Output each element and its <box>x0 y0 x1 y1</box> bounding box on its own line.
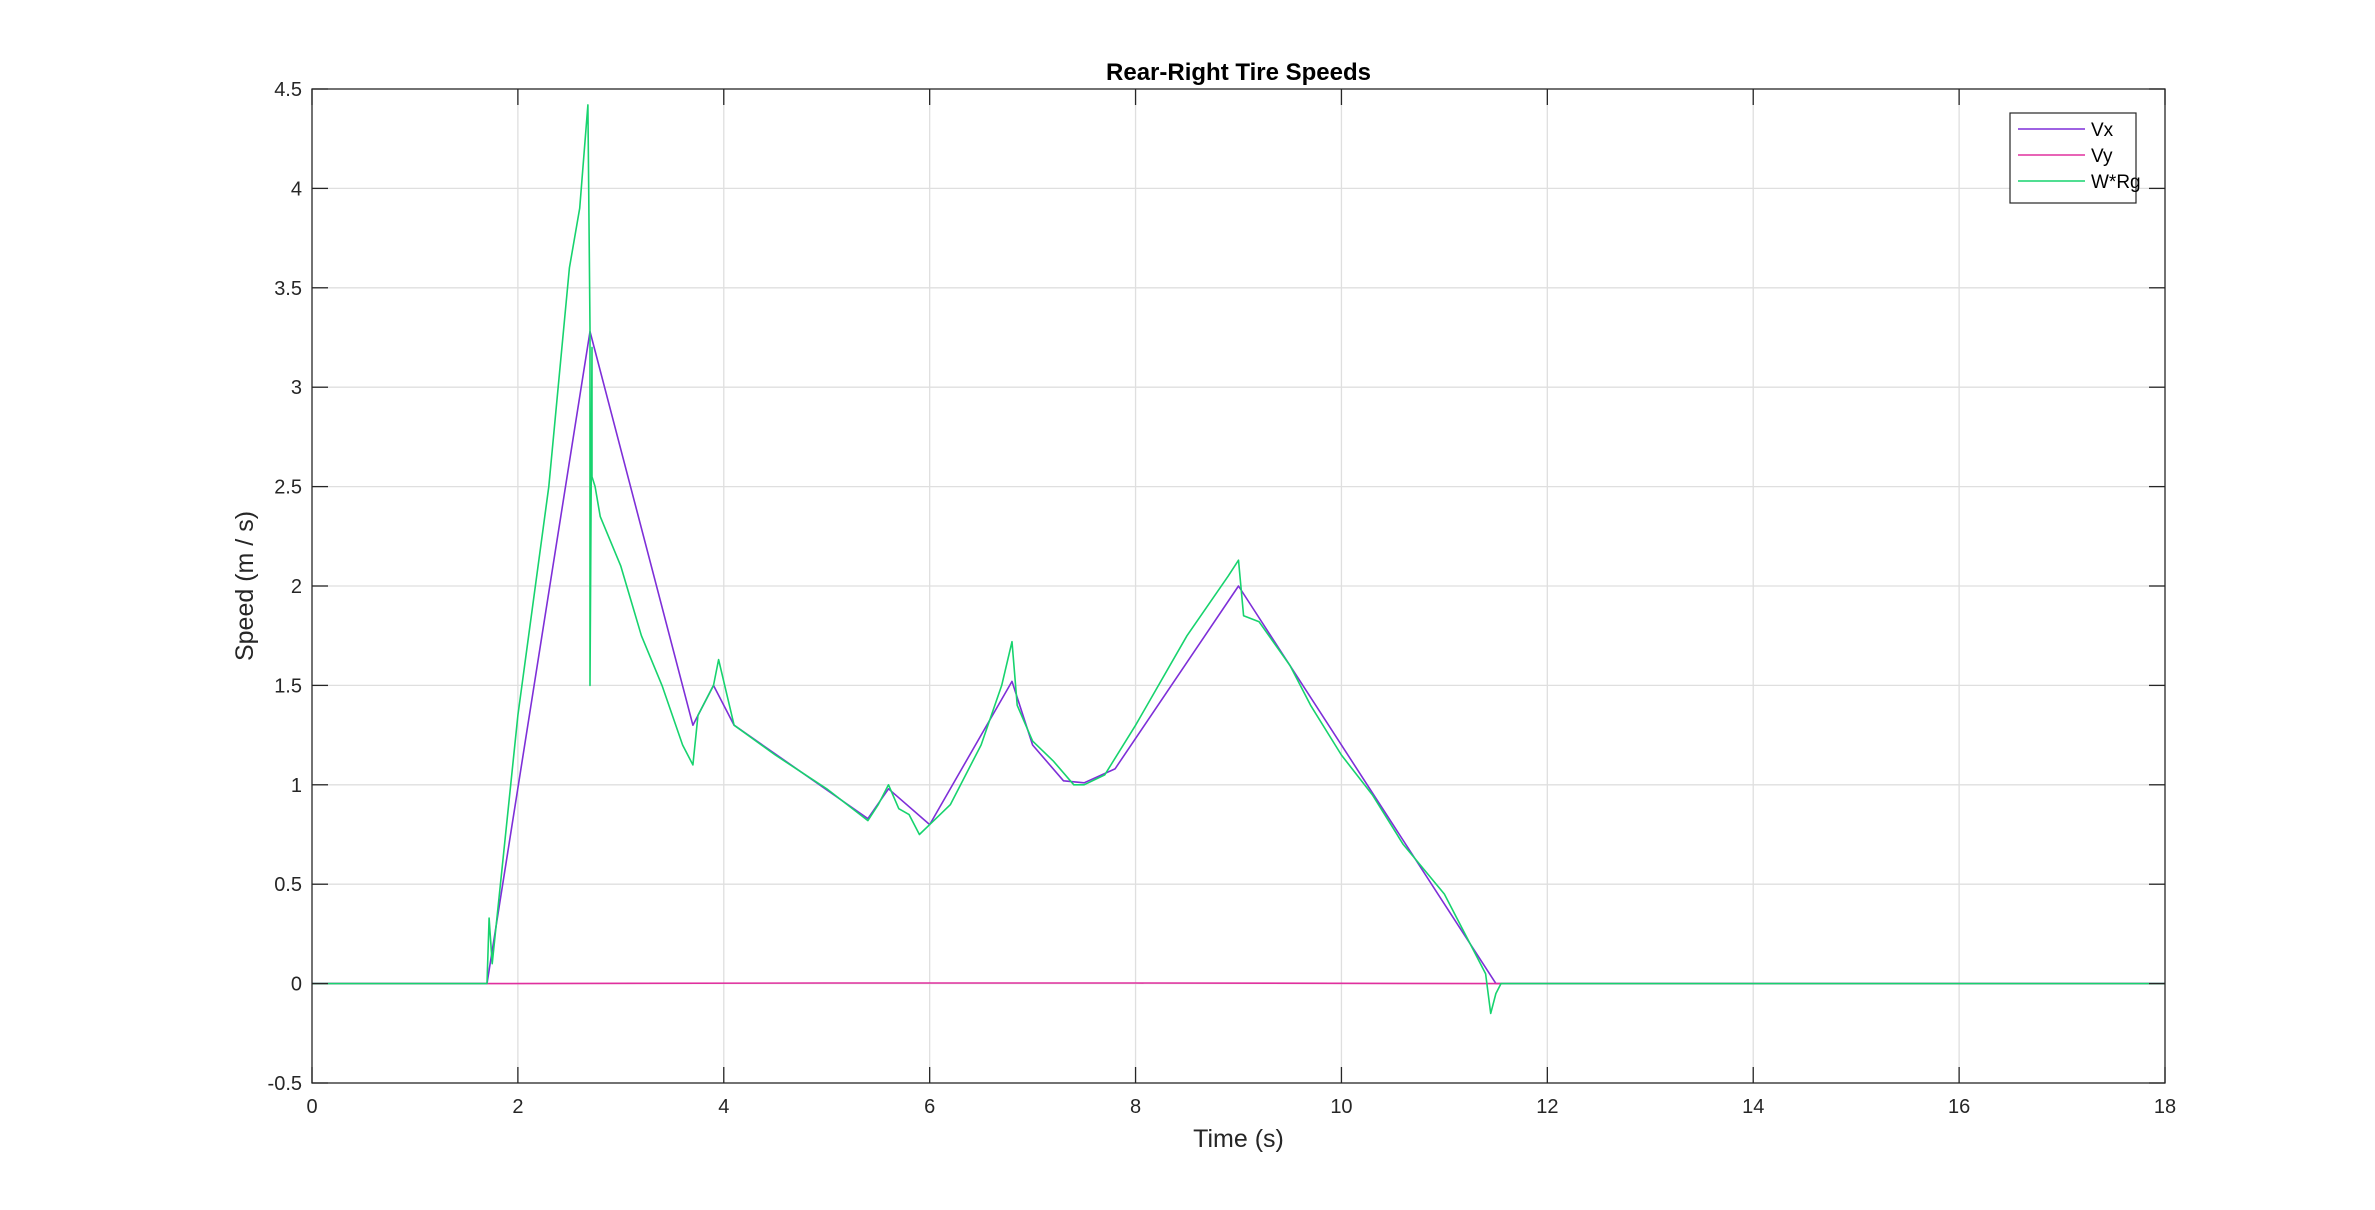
x-axis-label: Time (s) <box>1193 1125 1284 1153</box>
x-tick-label: 8 <box>1130 1096 1141 1118</box>
y-tick-label: 3.5 <box>274 278 302 300</box>
x-tick-label: 14 <box>1742 1096 1764 1118</box>
x-tick-label: 0 <box>306 1096 317 1118</box>
y-tick-label: 4.5 <box>274 79 302 101</box>
y-tick-label: 4 <box>291 178 302 200</box>
series-layer <box>312 104 2165 1015</box>
x-tick-label: 10 <box>1330 1096 1352 1118</box>
y-tick-label: 0.5 <box>274 874 302 896</box>
y-tick-label: 3 <box>291 377 302 399</box>
ticks: 0 2 4 6 8 10 12 14 16 18-0.500.511.522.533.544.5 <box>268 79 2177 1118</box>
y-tick-label: 2 <box>291 576 302 598</box>
legend: Vx Vy W*Rg <box>2009 112 2141 204</box>
x-tick-label: 18 <box>2154 1096 2176 1118</box>
chart-title: Rear-Right Tire Speeds <box>1106 59 1371 86</box>
legend-box <box>2009 112 2137 204</box>
legend-label: Vy <box>2091 146 2113 167</box>
x-tick-label: 16 <box>1948 1096 1970 1118</box>
legend-label: Vx <box>2091 120 2114 141</box>
y-tick-label: 1.5 <box>274 675 302 697</box>
x-tick-label: 2 <box>512 1096 523 1118</box>
y-tick-label: -0.5 <box>268 1073 302 1095</box>
y-tick-label: 0 <box>291 974 302 996</box>
legend-label: W*Rg <box>2091 172 2141 193</box>
x-tick-label: 12 <box>1536 1096 1558 1118</box>
x-tick-label: 6 <box>924 1096 935 1118</box>
y-axis-label: Speed (m / s) <box>231 511 259 661</box>
series-line-w-rg <box>312 104 2165 1015</box>
x-tick-label: 4 <box>718 1096 729 1118</box>
y-tick-label: 2.5 <box>274 477 302 499</box>
y-tick-label: 1 <box>291 775 302 797</box>
